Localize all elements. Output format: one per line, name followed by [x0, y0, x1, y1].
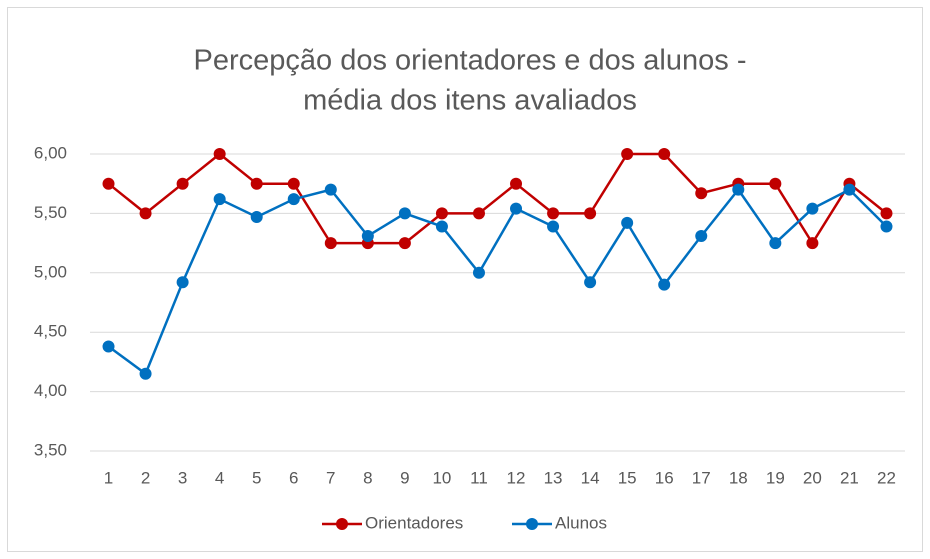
- x-tick-label: 9: [400, 468, 409, 487]
- point: [806, 202, 819, 215]
- x-tick-label: 12: [507, 468, 526, 487]
- x-tick-label: 15: [618, 468, 637, 487]
- point: [472, 266, 485, 279]
- point: [472, 207, 485, 220]
- point: [658, 148, 671, 160]
- x-tick-label: 16: [655, 468, 674, 487]
- point: [510, 202, 523, 215]
- point: [213, 193, 226, 206]
- point: [584, 276, 597, 289]
- point: [361, 229, 374, 242]
- x-tick-label: 14: [581, 468, 600, 487]
- point: [398, 237, 411, 250]
- legend-marker: [526, 518, 538, 530]
- x-tick-label: 6: [289, 468, 298, 487]
- point: [324, 237, 337, 250]
- point: [139, 207, 152, 220]
- y-tick-label: 4,50: [34, 322, 67, 341]
- point: [102, 340, 115, 353]
- point: [510, 177, 523, 190]
- point: [287, 193, 300, 206]
- point: [769, 177, 782, 190]
- point: [176, 276, 189, 289]
- point: [176, 177, 189, 190]
- x-tick-label: 3: [178, 468, 187, 487]
- x-tick-label: 11: [470, 468, 488, 487]
- point: [213, 148, 226, 160]
- y-tick-label: 4,00: [34, 381, 67, 400]
- x-tick-label: 21: [840, 468, 859, 487]
- point: [547, 207, 560, 220]
- point: [435, 220, 448, 233]
- chart-title: média dos itens avaliados: [303, 85, 637, 117]
- point: [695, 187, 708, 200]
- point: [102, 177, 115, 190]
- x-tick-label: 19: [766, 468, 785, 487]
- point: [658, 278, 671, 291]
- point: [324, 183, 337, 196]
- x-tick-label: 1: [104, 468, 113, 487]
- point: [621, 216, 634, 229]
- legend-label: Alunos: [555, 513, 607, 532]
- legend-label: Orientadores: [365, 513, 463, 532]
- point: [547, 220, 560, 233]
- y-tick-label: 6,00: [34, 143, 67, 162]
- point: [695, 229, 708, 242]
- x-tick-label: 13: [544, 468, 563, 487]
- x-tick-label: 17: [692, 468, 711, 487]
- point: [732, 183, 745, 196]
- point: [880, 220, 893, 233]
- point: [880, 207, 893, 220]
- point: [250, 210, 263, 223]
- chart-frame: [7, 7, 923, 552]
- y-tick-label: 5,50: [34, 203, 67, 222]
- x-tick-label: 2: [141, 468, 150, 487]
- point: [584, 207, 597, 220]
- point: [843, 183, 856, 196]
- series-line: [107, 152, 888, 246]
- x-tick-label: 5: [252, 468, 261, 487]
- chart-title: Percepção dos orientadores e dos alunos …: [194, 45, 747, 77]
- series-line: [107, 187, 888, 376]
- point: [287, 177, 300, 190]
- point: [621, 148, 634, 160]
- x-tick-label: 10: [432, 468, 451, 487]
- x-tick-label: 20: [803, 468, 822, 487]
- y-tick-label: 3,50: [34, 440, 67, 459]
- point: [398, 207, 411, 220]
- x-tick-label: 18: [729, 468, 748, 487]
- x-tick-label: 4: [215, 468, 224, 487]
- point: [435, 207, 448, 220]
- x-tick-label: 22: [877, 468, 896, 487]
- x-tick-label: 7: [326, 468, 335, 487]
- point: [769, 237, 782, 250]
- x-tick-label: 8: [363, 468, 372, 487]
- point: [806, 237, 819, 250]
- point: [139, 367, 152, 380]
- y-tick-label: 5,00: [34, 262, 67, 281]
- point: [250, 177, 263, 190]
- legend-marker: [336, 518, 348, 530]
